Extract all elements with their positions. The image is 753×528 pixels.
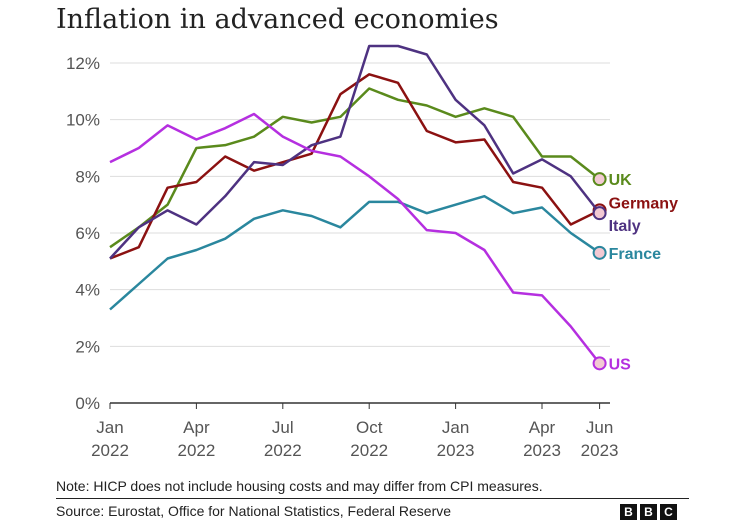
logo-letter: B xyxy=(640,504,657,520)
series-label: France xyxy=(609,246,662,263)
flag-icon-us xyxy=(592,356,607,371)
x-tick-label: Apr xyxy=(183,418,210,437)
note: Note: HICP does not include housing cost… xyxy=(56,478,543,494)
x-tick-label: Apr xyxy=(529,418,556,437)
x-tick-label: Jun xyxy=(586,418,613,437)
y-tick-label: 2% xyxy=(75,337,100,356)
series-label: Germany xyxy=(609,195,678,212)
series-line-uk xyxy=(109,87,601,249)
logo-letter: B xyxy=(620,504,637,520)
series-line-us xyxy=(109,112,601,365)
x-tick-label: 2022 xyxy=(264,441,302,460)
chart-title: Inflation in advanced economies xyxy=(56,4,499,35)
flag-icon-italy xyxy=(592,206,607,221)
flag-icon-uk xyxy=(592,172,607,187)
x-tick-label: 2023 xyxy=(581,441,619,460)
x-tick-label: 2023 xyxy=(437,441,475,460)
series-line-germany xyxy=(109,73,601,260)
series-label: Italy xyxy=(609,218,641,235)
series-label: UK xyxy=(609,172,633,189)
logo-letter: C xyxy=(660,504,677,520)
y-tick-label: 10% xyxy=(66,111,100,130)
series-label: US xyxy=(609,356,632,373)
x-tick-label: 2022 xyxy=(91,441,129,460)
x-tick-label: Oct xyxy=(356,418,383,437)
x-tick-label: 2022 xyxy=(177,441,215,460)
y-tick-label: 4% xyxy=(75,281,100,300)
x-tick-label: Jan xyxy=(96,418,123,437)
series-line-italy xyxy=(109,44,601,260)
y-tick-label: 12% xyxy=(66,54,100,73)
x-tick-label: 2022 xyxy=(350,441,388,460)
y-tick-label: 0% xyxy=(75,394,100,413)
flag-icon-france xyxy=(592,245,607,260)
series-line-france xyxy=(109,194,601,311)
y-tick-label: 8% xyxy=(75,167,100,186)
x-tick-label: Jul xyxy=(272,418,294,437)
x-tick-label: 2023 xyxy=(523,441,561,460)
source: Source: Eurostat, Office for National St… xyxy=(56,503,452,519)
divider xyxy=(56,498,689,499)
y-tick-label: 6% xyxy=(75,224,100,243)
x-tick-label: Jan xyxy=(442,418,469,437)
